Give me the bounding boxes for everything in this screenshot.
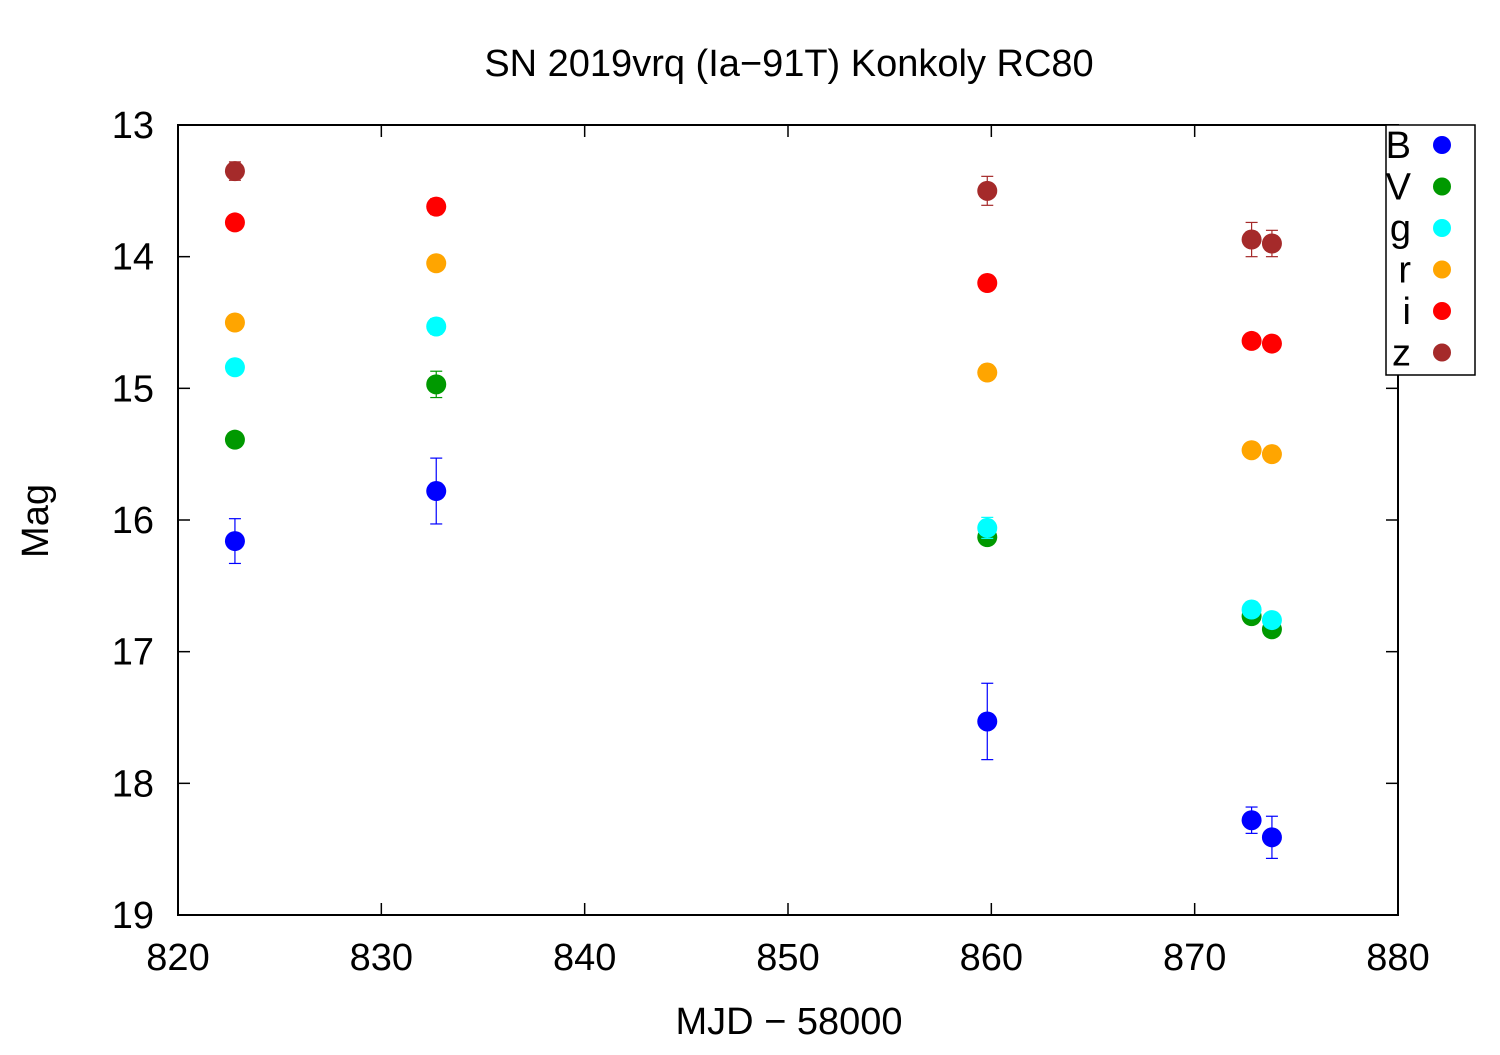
- data-point-r: [1241, 440, 1262, 461]
- data-point-r: [977, 362, 998, 383]
- data-point-V: [224, 429, 245, 450]
- data-point-i: [1241, 330, 1262, 351]
- data-point-z: [1241, 229, 1262, 250]
- x-tick-label: 860: [960, 937, 1023, 979]
- x-tick-label: 840: [553, 937, 616, 979]
- x-tick-label: 870: [1163, 937, 1226, 979]
- x-tick-label: 850: [756, 937, 819, 979]
- legend-box: [1385, 124, 1476, 376]
- series-B: [224, 457, 1282, 859]
- legend-label-z: z: [1392, 333, 1411, 375]
- data-point-B: [426, 481, 447, 502]
- legend-label-V: V: [1386, 167, 1412, 209]
- y-tick-label: 13: [112, 105, 154, 147]
- plot-layer: 820 830 840 850 860 870 880 13 14 15 16 17 18 19 BVgri…: [112, 105, 1476, 979]
- legend-marker-r: [1433, 260, 1451, 279]
- y-tick-label: 18: [112, 763, 154, 805]
- legend-marker-i: [1433, 302, 1451, 320]
- x-tick-label: 880: [1366, 937, 1429, 979]
- data-point-i: [977, 273, 998, 293]
- legend-marker-V: [1433, 177, 1451, 196]
- data-point-r: [426, 253, 447, 274]
- y-tick-label: 14: [112, 237, 154, 279]
- y-axis-label: Mag: [15, 484, 57, 558]
- legend-label-g: g: [1390, 208, 1411, 250]
- series-g: [224, 316, 1282, 631]
- y-tick-label: 16: [112, 500, 154, 542]
- y-tick-label: 19: [112, 895, 154, 937]
- series-i: [224, 196, 1282, 354]
- series-z: [224, 161, 1282, 258]
- data-point-g: [224, 357, 245, 378]
- data-point-i: [426, 196, 447, 217]
- legend-label-r: r: [1398, 250, 1411, 292]
- y-tick-label: 15: [112, 368, 154, 410]
- data-point-z: [1261, 233, 1282, 254]
- x-tick-label: 820: [146, 937, 209, 979]
- data-point-r: [1261, 444, 1282, 465]
- data-point-B: [977, 711, 998, 732]
- legend-marker-g: [1433, 219, 1451, 237]
- data-point-B: [1241, 810, 1262, 831]
- series-V: [224, 370, 1282, 640]
- legend-marker-z: [1433, 343, 1451, 362]
- data-point-i: [1261, 333, 1282, 354]
- chart-title: SN 2019vrq (Ia−91T) Konkoly RC80: [484, 43, 1093, 85]
- legend-marker-B: [1433, 136, 1451, 154]
- data-point-B: [224, 531, 245, 552]
- x-axis-label: MJD − 58000: [675, 1001, 902, 1043]
- data-point-r: [224, 312, 245, 333]
- data-point-z: [977, 180, 998, 201]
- data-point-B: [1261, 827, 1282, 848]
- data-point-g: [426, 316, 447, 337]
- data-point-z: [224, 161, 245, 182]
- data-point-V: [426, 374, 447, 395]
- x-tick-label: 830: [350, 937, 413, 979]
- data-point-g: [1241, 599, 1262, 620]
- data-point-i: [224, 212, 245, 233]
- data-point-g: [977, 517, 998, 538]
- legend-label-i: i: [1403, 291, 1411, 333]
- plot-frame: [177, 124, 1399, 916]
- legend-label-B: B: [1386, 125, 1411, 167]
- data-point-g: [1261, 610, 1282, 631]
- series-r: [224, 253, 1282, 465]
- y-tick-label: 17: [112, 632, 154, 674]
